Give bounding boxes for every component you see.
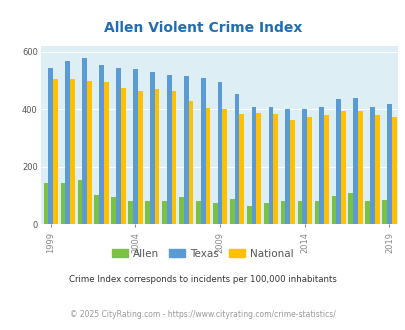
- Bar: [382, 200, 386, 224]
- Bar: [357, 111, 362, 224]
- Bar: [53, 79, 58, 224]
- Bar: [369, 107, 374, 224]
- Bar: [213, 203, 217, 224]
- Bar: [60, 183, 65, 224]
- Bar: [374, 115, 379, 224]
- Bar: [200, 78, 205, 224]
- Bar: [323, 115, 328, 224]
- Bar: [82, 58, 87, 224]
- Bar: [280, 201, 285, 224]
- Bar: [246, 206, 251, 224]
- Bar: [364, 201, 369, 224]
- Bar: [104, 82, 109, 224]
- Bar: [256, 113, 260, 224]
- Bar: [111, 197, 116, 224]
- Bar: [239, 114, 243, 224]
- Bar: [205, 108, 210, 224]
- Bar: [391, 116, 396, 224]
- Bar: [347, 193, 352, 224]
- Bar: [222, 109, 227, 224]
- Bar: [331, 196, 335, 224]
- Bar: [77, 180, 82, 224]
- Bar: [302, 110, 306, 224]
- Bar: [183, 76, 188, 224]
- Bar: [70, 79, 75, 224]
- Bar: [314, 201, 318, 224]
- Bar: [335, 99, 340, 224]
- Bar: [306, 117, 311, 224]
- Bar: [171, 91, 176, 224]
- Bar: [166, 75, 171, 224]
- Bar: [285, 110, 290, 224]
- Bar: [290, 120, 294, 224]
- Bar: [179, 197, 183, 224]
- Bar: [263, 203, 268, 224]
- Bar: [48, 68, 53, 224]
- Bar: [133, 69, 137, 224]
- Bar: [229, 199, 234, 224]
- Bar: [297, 201, 302, 224]
- Bar: [273, 114, 277, 224]
- Bar: [121, 88, 125, 224]
- Bar: [87, 81, 92, 224]
- Bar: [188, 101, 193, 224]
- Bar: [94, 195, 99, 224]
- Bar: [116, 68, 121, 224]
- Bar: [65, 61, 70, 224]
- Bar: [386, 104, 391, 224]
- Bar: [234, 94, 239, 224]
- Bar: [154, 89, 159, 224]
- Bar: [128, 201, 133, 224]
- Bar: [196, 201, 200, 224]
- Bar: [268, 107, 273, 224]
- Bar: [340, 111, 345, 224]
- Bar: [44, 183, 48, 224]
- Bar: [145, 201, 149, 224]
- Text: © 2025 CityRating.com - https://www.cityrating.com/crime-statistics/: © 2025 CityRating.com - https://www.city…: [70, 310, 335, 319]
- Text: Crime Index corresponds to incidents per 100,000 inhabitants: Crime Index corresponds to incidents per…: [69, 275, 336, 284]
- Bar: [352, 98, 357, 224]
- Bar: [162, 201, 166, 224]
- Text: Allen Violent Crime Index: Allen Violent Crime Index: [104, 21, 301, 35]
- Bar: [99, 65, 104, 224]
- Bar: [217, 82, 222, 224]
- Bar: [149, 72, 154, 224]
- Bar: [137, 91, 142, 224]
- Bar: [318, 107, 323, 224]
- Legend: Allen, Texas, National: Allen, Texas, National: [108, 245, 297, 263]
- Bar: [251, 107, 256, 224]
